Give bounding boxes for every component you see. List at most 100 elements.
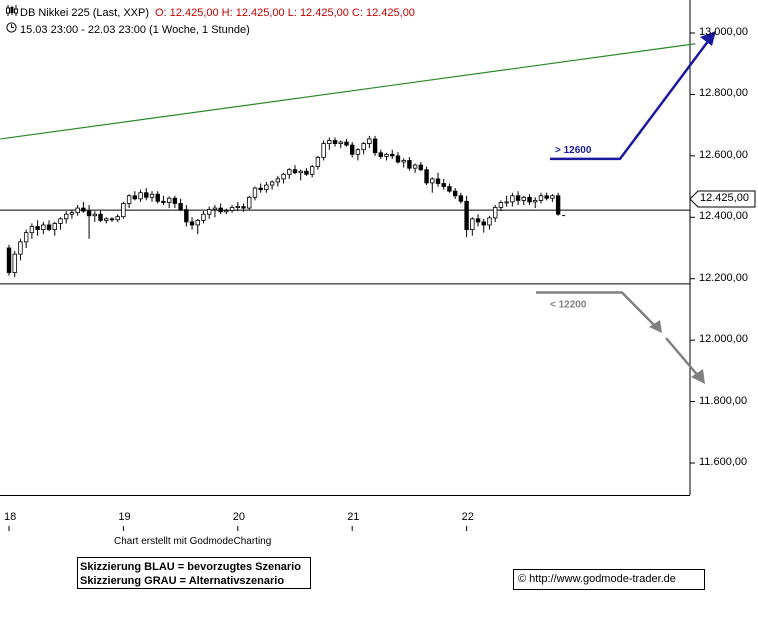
candle-body xyxy=(6,247,12,273)
candle xyxy=(487,215,492,230)
legend-gray: Skizzierung GRAU = Alternativszenario xyxy=(80,575,285,587)
x-tick-label: 18 xyxy=(4,511,17,523)
candle xyxy=(510,192,515,207)
candle-body xyxy=(178,203,183,211)
candle-body xyxy=(121,203,126,218)
candle-body xyxy=(252,187,258,198)
candle xyxy=(64,211,69,224)
candle xyxy=(544,192,549,201)
candle xyxy=(372,135,378,156)
candle-body xyxy=(452,190,458,197)
y-tick-label: 13.000,00 xyxy=(699,26,748,38)
candle xyxy=(75,205,80,216)
candle-body xyxy=(355,149,361,155)
candle-body xyxy=(504,201,509,204)
candle xyxy=(384,152,389,161)
y-tick-label: 12.000,00 xyxy=(699,333,748,346)
candle-body xyxy=(418,164,424,171)
candle-body xyxy=(390,153,395,157)
candle xyxy=(18,238,23,261)
candle-body xyxy=(533,199,538,203)
candle-body xyxy=(281,173,286,180)
candle xyxy=(367,135,372,149)
copyright-link[interactable]: © http://www.godmode-trader.de xyxy=(513,569,705,590)
candle xyxy=(349,142,355,158)
x-tick-label: 22 xyxy=(461,511,474,523)
y-tick-label: 11.600,00 xyxy=(699,456,748,468)
candle xyxy=(407,157,412,171)
candle xyxy=(555,192,561,216)
candle xyxy=(309,165,315,178)
candle-body xyxy=(521,196,526,201)
candle xyxy=(184,205,189,227)
candle-body xyxy=(104,218,109,221)
candle xyxy=(470,217,475,236)
candle-body xyxy=(367,138,372,144)
candle-body xyxy=(527,196,532,203)
candle xyxy=(166,196,172,209)
candle xyxy=(498,200,504,212)
candle xyxy=(298,169,303,181)
candle xyxy=(430,177,435,193)
y-tick-label: 11.800,00 xyxy=(699,394,748,407)
candle xyxy=(258,183,263,193)
candle-body xyxy=(395,155,401,163)
candle xyxy=(269,180,275,190)
candle xyxy=(52,221,57,236)
candle-body xyxy=(224,210,229,213)
candle xyxy=(538,192,544,204)
candle xyxy=(29,223,35,239)
candle xyxy=(361,142,366,155)
candle xyxy=(481,218,486,233)
candle-body xyxy=(464,200,469,230)
candle xyxy=(378,149,383,159)
candle-body xyxy=(407,160,412,169)
candle-body xyxy=(361,143,366,151)
candle xyxy=(435,172,441,187)
candle xyxy=(475,214,481,227)
candle xyxy=(41,221,46,235)
candle-body xyxy=(447,186,452,192)
candle xyxy=(344,138,349,147)
candle xyxy=(401,158,406,168)
candle-body xyxy=(229,207,235,211)
candle-body xyxy=(269,181,275,186)
candle xyxy=(126,194,132,209)
candle-body xyxy=(144,192,149,198)
candle-body xyxy=(212,207,218,211)
candle-body xyxy=(309,166,315,175)
candle xyxy=(155,191,160,204)
ohlc-values: O: 12.425,00 H: 12.425,00 L: 12.425,00 C… xyxy=(155,7,415,19)
x-tick-label: 21 xyxy=(347,511,360,523)
candle xyxy=(218,203,223,215)
candle-body xyxy=(35,226,40,230)
candle-body xyxy=(12,253,17,273)
candle xyxy=(332,137,338,147)
candle-body xyxy=(98,213,103,221)
candle xyxy=(109,217,115,222)
scenario-gray-arrowhead-1 xyxy=(649,320,662,333)
candle-body xyxy=(338,141,343,144)
candle-body xyxy=(46,224,52,230)
last-price-label: 12.425,00 xyxy=(700,192,749,204)
candle-body xyxy=(64,213,69,220)
candle xyxy=(464,195,469,238)
candle-body xyxy=(487,217,492,226)
candle-body xyxy=(287,169,292,175)
candle xyxy=(206,206,212,219)
candle xyxy=(287,168,292,179)
candle-body xyxy=(69,212,75,215)
candle xyxy=(104,217,109,224)
candle-body xyxy=(475,218,481,223)
candle-body xyxy=(332,140,338,144)
candle xyxy=(144,188,149,201)
candle xyxy=(86,205,92,239)
candle-body xyxy=(498,202,504,208)
candle-body xyxy=(218,207,223,213)
chart-title-line: DB Nikkei 225 (Last, XXP) O: 12.425,00 H:… xyxy=(6,5,415,19)
candle xyxy=(441,178,446,190)
candle xyxy=(98,209,103,222)
candle-body xyxy=(109,218,115,221)
candle xyxy=(35,220,40,236)
